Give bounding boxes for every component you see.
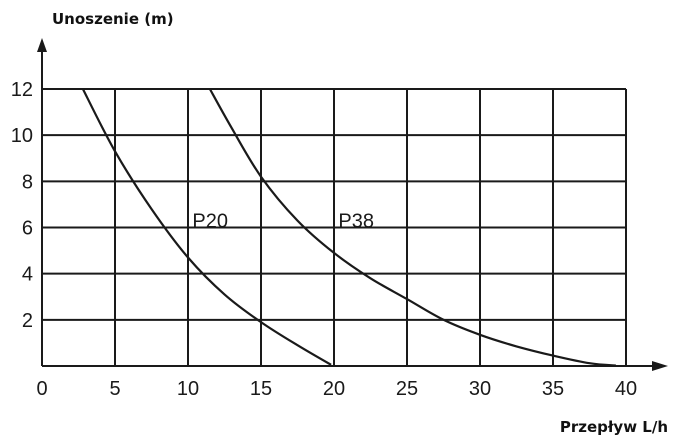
series-label-p38: P38 xyxy=(338,211,374,233)
curves xyxy=(81,88,616,367)
x-axis-title: Przepływ L/h xyxy=(560,418,668,436)
labels: P20 P38 0 5 10 15 20 25 30 35 40 2 4 6 8 10 12 xyxy=(11,79,637,400)
y-tick-label-2: 2 xyxy=(22,310,33,332)
y-tick-label-8: 8 xyxy=(22,171,33,193)
y-tick-label-12: 12 xyxy=(11,79,33,101)
series-label-p20: P20 xyxy=(192,211,228,233)
x-tick-label-0: 0 xyxy=(36,378,47,400)
y-tick-label-6: 6 xyxy=(22,218,33,240)
x-tick-label-15: 15 xyxy=(250,378,272,400)
x-tick-label-35: 35 xyxy=(542,378,564,400)
y-axis-arrow-icon xyxy=(37,38,47,52)
y-tick-label-4: 4 xyxy=(22,264,33,286)
x-tick-label-25: 25 xyxy=(396,378,418,400)
x-axis-arrow-icon xyxy=(652,361,668,371)
x-tick-label-20: 20 xyxy=(323,378,345,400)
series-line-p38 xyxy=(208,88,616,367)
x-tick-label-30: 30 xyxy=(469,378,491,400)
grid xyxy=(42,88,627,366)
x-tick-label-5: 5 xyxy=(109,378,120,400)
axes xyxy=(37,38,668,371)
y-axis-title: Unoszenie (m) xyxy=(52,10,174,28)
series-line-p20 xyxy=(81,88,332,366)
x-tick-label-40: 40 xyxy=(615,378,637,400)
x-tick-label-10: 10 xyxy=(177,378,199,400)
y-tick-label-10: 10 xyxy=(11,125,33,147)
